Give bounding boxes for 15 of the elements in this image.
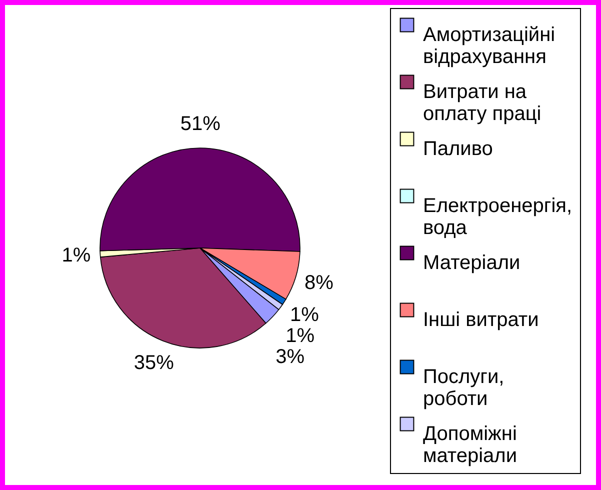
legend-label: Амортизаційні відрахування bbox=[423, 24, 556, 68]
legend-label: Матеріали bbox=[423, 252, 520, 274]
legend-label: Паливо bbox=[423, 138, 493, 160]
legend-label: Допоміжні матеріали bbox=[423, 423, 518, 467]
data-label: 8% bbox=[304, 272, 334, 294]
legend-label: Витрати на оплату праці bbox=[423, 81, 542, 125]
data-label: 3% bbox=[276, 346, 305, 368]
data-label: 1% bbox=[286, 324, 315, 347]
data-label: 51% bbox=[180, 113, 221, 135]
legend-label: Електроенергія, вода bbox=[423, 195, 572, 239]
data-label: 1% bbox=[290, 304, 320, 326]
legend-label: Послуги, роботи bbox=[423, 366, 504, 410]
legend-label: Інші витрати bbox=[423, 309, 539, 331]
data-label: 1% bbox=[62, 244, 91, 266]
data-label: 35% bbox=[134, 352, 174, 374]
